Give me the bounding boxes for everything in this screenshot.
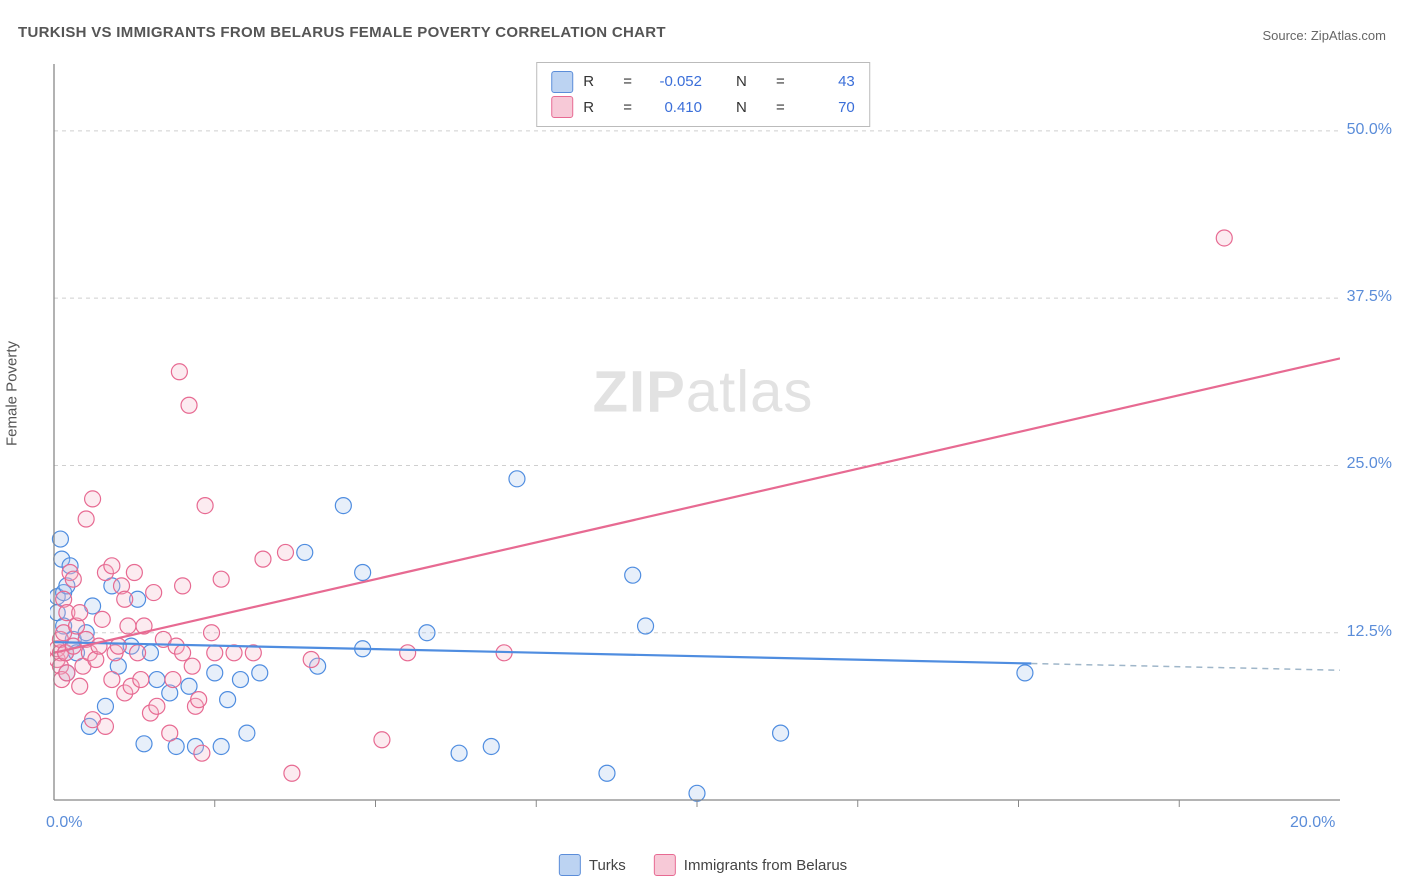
y-tick-label: 50.0%	[1347, 121, 1392, 139]
n-value: 43	[795, 69, 855, 95]
correlation-legend: R = -0.052 N = 43 R = 0.410 N = 70	[536, 62, 870, 127]
n-label: N	[736, 95, 766, 121]
source-prefix: Source:	[1262, 28, 1310, 43]
series-legend-item: Immigrants from Belarus	[654, 854, 847, 876]
y-tick-label: 25.0%	[1347, 455, 1392, 473]
series-legend-item: Turks	[559, 854, 626, 876]
x-tick-label: 20.0%	[1290, 814, 1335, 832]
n-label: N	[736, 69, 766, 95]
r-value: 0.410	[642, 95, 702, 121]
equals-sign: =	[776, 69, 785, 95]
source-link[interactable]: ZipAtlas.com	[1311, 28, 1386, 43]
y-tick-label: 12.5%	[1347, 623, 1392, 641]
legend-swatch	[559, 854, 581, 876]
correlation-legend-row: R = 0.410 N = 70	[551, 95, 855, 121]
r-label: R	[583, 69, 613, 95]
r-label: R	[583, 95, 613, 121]
series-legend: Turks Immigrants from Belarus	[559, 854, 847, 876]
source-attribution: Source: ZipAtlas.com	[1262, 28, 1386, 43]
correlation-legend-row: R = -0.052 N = 43	[551, 69, 855, 95]
r-value: -0.052	[642, 69, 702, 95]
equals-sign: =	[623, 69, 632, 95]
equals-sign: =	[623, 95, 632, 121]
scatter-chart-svg	[50, 60, 1340, 830]
series-legend-label: Immigrants from Belarus	[684, 857, 847, 874]
equals-sign: =	[776, 95, 785, 121]
legend-swatch	[551, 71, 573, 93]
chart-title: TURKISH VS IMMIGRANTS FROM BELARUS FEMAL…	[18, 24, 666, 41]
chart-area	[50, 60, 1340, 830]
x-tick-label: 0.0%	[46, 814, 82, 832]
n-value: 70	[795, 95, 855, 121]
legend-swatch	[551, 96, 573, 118]
y-tick-label: 37.5%	[1347, 288, 1392, 306]
legend-swatch	[654, 854, 676, 876]
series-legend-label: Turks	[589, 857, 626, 874]
y-axis-label: Female Poverty	[4, 341, 21, 446]
